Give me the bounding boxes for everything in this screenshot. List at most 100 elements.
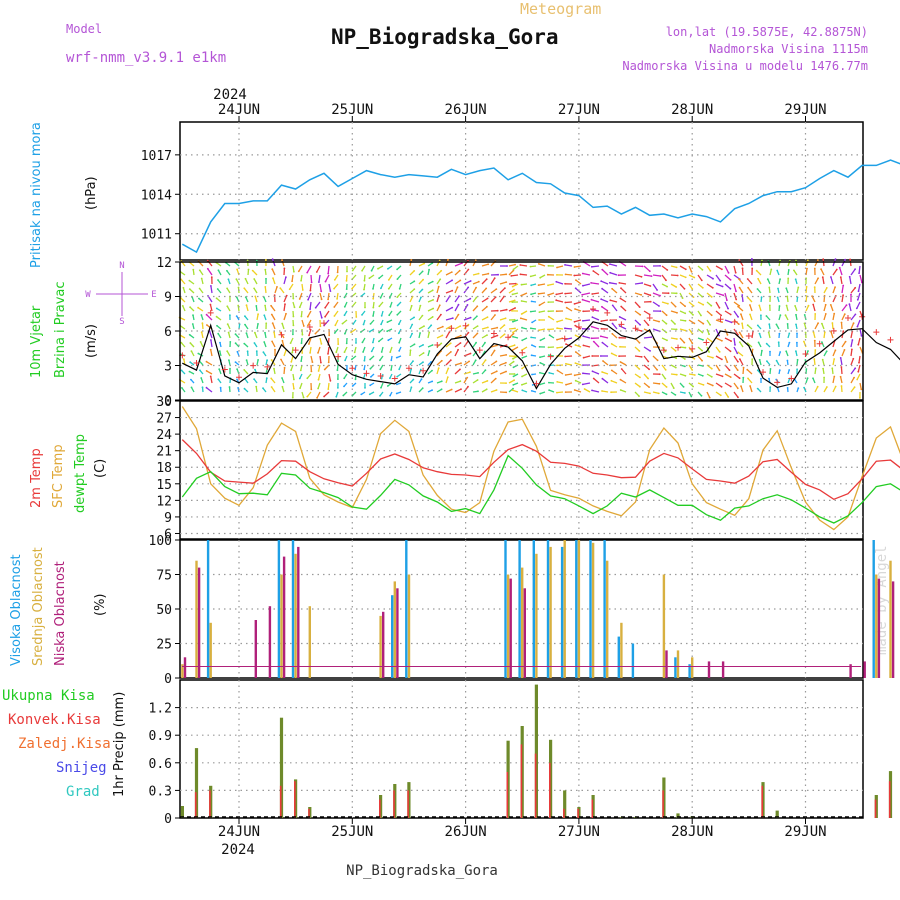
wind-arrow xyxy=(706,382,714,387)
wind-arrow xyxy=(290,355,294,363)
wind-arrow xyxy=(454,380,461,384)
wind-arrow-head xyxy=(458,295,460,298)
wind-arrow-head xyxy=(778,332,781,335)
wind-arrow-head xyxy=(609,299,612,302)
wind-arrow xyxy=(841,285,844,294)
wind-arrow xyxy=(264,305,267,312)
wind-arrow-head xyxy=(327,388,330,390)
wind-arrow-head xyxy=(618,325,621,327)
wind-arrow-head xyxy=(459,334,462,337)
wind-arrow xyxy=(757,278,762,285)
wind-arrow xyxy=(556,391,564,394)
gust-marker xyxy=(320,320,327,327)
wind-arrow-head xyxy=(555,310,558,313)
wind-arrow-head xyxy=(751,258,753,260)
wind-arrow xyxy=(307,310,312,318)
wind-arrow xyxy=(436,326,444,330)
wind-arrow-head xyxy=(851,348,853,351)
wind-arrow-head xyxy=(306,271,309,274)
wind-arrow-head xyxy=(521,383,523,386)
wind-arrow xyxy=(643,274,652,277)
wind-arrow xyxy=(830,331,834,339)
wind-arrow-head xyxy=(639,385,641,388)
wind-arrow-head xyxy=(676,311,678,314)
wind-arrow-head xyxy=(293,270,295,273)
wind-arrow-head xyxy=(484,369,487,372)
wind-arrow-head xyxy=(648,386,650,388)
wind-arrow-head xyxy=(820,268,822,271)
wind-arrow-head xyxy=(814,313,817,315)
wind-arrow-head xyxy=(756,324,759,327)
wind-arrow-head xyxy=(658,373,661,376)
wind-arrow-head xyxy=(813,339,816,342)
wind-arrow-head xyxy=(667,292,670,295)
wind-arrow xyxy=(634,391,640,397)
low-cloud-bar xyxy=(254,620,257,678)
wind-arrow xyxy=(499,287,506,294)
wind-arrow-head xyxy=(345,280,348,282)
wind-arrow-head xyxy=(601,305,603,308)
wind-arrow-head xyxy=(411,332,413,335)
wind-arrow-head xyxy=(262,351,265,354)
wind-arrow-head xyxy=(315,271,318,273)
wind-arrow-head xyxy=(218,350,221,352)
wind-arrow xyxy=(706,274,714,280)
wind-arrow-head xyxy=(486,305,488,308)
wind-arrow-head xyxy=(413,316,415,319)
wind-arrow-head xyxy=(618,336,621,339)
wind-arrow xyxy=(601,371,609,375)
wind-arrow-head xyxy=(610,369,613,372)
wind-arrow xyxy=(499,354,507,357)
wind-arrow xyxy=(634,382,641,388)
wind-arrow-head xyxy=(398,323,400,326)
wind-arrow-head xyxy=(370,269,373,272)
wind-arrow-head xyxy=(556,364,558,367)
wind-arrow xyxy=(436,270,442,276)
wind-arrow-head xyxy=(422,361,424,364)
wind-arrow-head xyxy=(726,334,729,336)
wind-arrow-head xyxy=(344,332,346,335)
wind-arrow-head xyxy=(649,300,652,303)
wind-arrow-head xyxy=(512,387,514,390)
wind-arrow xyxy=(840,366,843,375)
wind-arrow-head xyxy=(514,282,517,285)
wind-arrow xyxy=(661,283,668,288)
wind-arrow xyxy=(226,305,231,312)
wind-arrow xyxy=(436,314,442,321)
wind-arrow-head xyxy=(521,389,524,392)
wind-arrow xyxy=(210,376,213,384)
wind-arrow xyxy=(206,361,213,366)
wind-arrow xyxy=(679,337,685,344)
y-tick-label: 100 xyxy=(149,534,172,549)
wind-arrow xyxy=(733,391,739,398)
wind-arrow-head xyxy=(468,360,470,363)
wind-arrow xyxy=(180,342,186,348)
wind-arrow xyxy=(556,265,564,269)
wind-arrow xyxy=(619,316,627,321)
wind-arrow-head xyxy=(556,391,558,394)
wind-arrow-head xyxy=(285,294,288,297)
wind-arrow-head xyxy=(495,389,498,391)
wind-arrow-head xyxy=(430,324,433,327)
wind-arrow xyxy=(436,305,441,312)
wind-arrow-head xyxy=(638,341,641,344)
wind-arrow xyxy=(436,278,441,285)
wind-arrow xyxy=(620,361,627,366)
wind-arrow-head xyxy=(701,374,704,377)
wind-arrow-head xyxy=(380,386,382,389)
low-cloud-bar xyxy=(268,606,272,678)
wind-arrow-head xyxy=(823,376,825,379)
wind-arrow xyxy=(574,301,582,305)
wind-arrow xyxy=(652,391,659,395)
wind-arrow-head xyxy=(734,271,737,274)
wind-arrow-head xyxy=(821,322,823,325)
wind-arrow-head xyxy=(420,296,422,299)
wind-arrow xyxy=(832,269,838,276)
wind-arrow xyxy=(512,346,519,351)
wind-arrow-head xyxy=(672,387,675,389)
wind-arrow-head xyxy=(778,369,781,371)
wind-arrow-head xyxy=(788,369,791,371)
wind-arrow-head xyxy=(487,326,489,329)
wind-arrow-head xyxy=(343,351,346,353)
wind-arrow-head xyxy=(343,377,346,380)
